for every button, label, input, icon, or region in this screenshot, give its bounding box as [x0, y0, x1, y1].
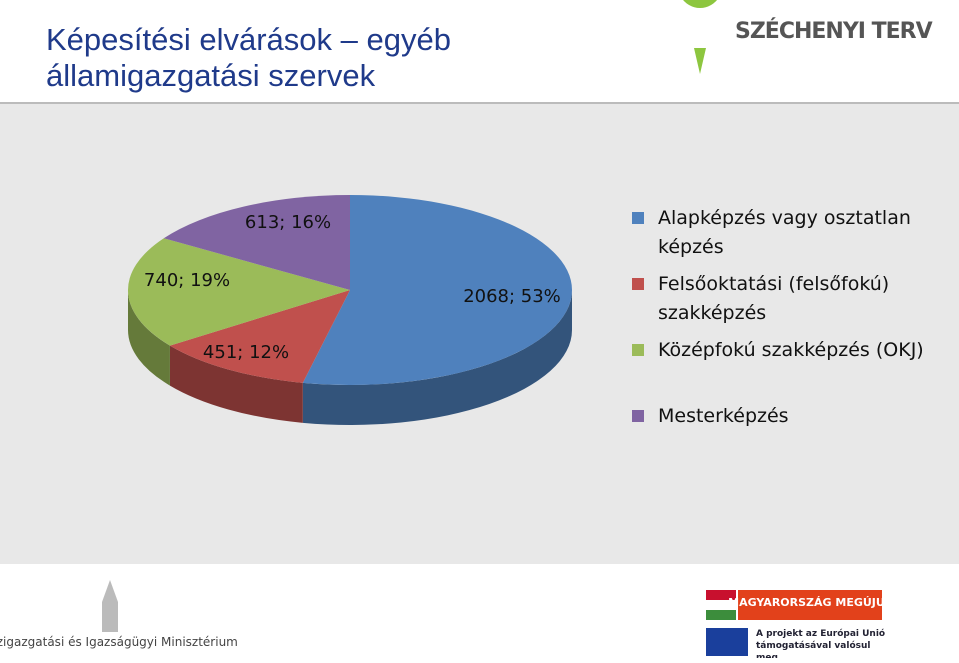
- pie-slice: [169, 290, 350, 383]
- ministry: Közigazgatási és Igazságügyi Minisztériu…: [0, 635, 238, 649]
- legend-swatch: [632, 278, 644, 290]
- pie-side: [169, 345, 303, 423]
- eu-note: A projekt az Európai Unió támogatásával …: [756, 629, 886, 658]
- eu-flag: [706, 628, 748, 656]
- logo-text: SZÉCHENYI TERV: [735, 18, 933, 44]
- flag: [706, 610, 736, 620]
- legend-label: Mesterképzés: [658, 405, 789, 427]
- legend-swatch: [632, 212, 644, 224]
- legend-entry: Mesterképzés: [632, 402, 932, 431]
- legend-entry: Középfokú szakképzés (OKJ): [632, 336, 932, 365]
- legend-label: Alapképzés vagy osztatlan képzés: [658, 207, 911, 258]
- eu-note-box: A projekt az Európai Unió támogatásával …: [756, 629, 886, 658]
- slide-title: Képesítési elvárások – egyéb államigazga…: [46, 22, 451, 93]
- data-label: 451; 12%: [203, 342, 289, 363]
- pie-slice: [302, 195, 572, 385]
- data-label: 2068; 53%: [463, 286, 561, 307]
- pie-side: [302, 290, 572, 425]
- legend-swatch: [632, 344, 644, 356]
- coat-of-arms: [102, 580, 118, 632]
- legend-swatch: [632, 410, 644, 422]
- legend-label: Felsőoktatási (felsőfokú) szakképzés: [658, 273, 890, 324]
- legend-entry: Felsőoktatási (felsőfokú) szakképzés: [632, 270, 932, 328]
- pie-side: [128, 290, 170, 386]
- banner-text: MAGYARORSZÁG MEGÚJUL: [728, 596, 892, 609]
- banner: [738, 590, 882, 620]
- data-label: 740; 19%: [144, 270, 230, 291]
- pie-slice: [163, 195, 350, 290]
- data-label: 613; 16%: [245, 212, 331, 233]
- pie-slice: [127, 238, 351, 346]
- flag: [706, 590, 736, 600]
- logo-badge: ÚJ: [690, 21, 710, 43]
- flag: [706, 600, 736, 610]
- legend-label: Középfokú szakképzés (OKJ): [658, 339, 924, 361]
- legend-entry: Alapképzés vagy osztatlan képzés: [632, 204, 932, 262]
- logo-pin: [683, 0, 718, 74]
